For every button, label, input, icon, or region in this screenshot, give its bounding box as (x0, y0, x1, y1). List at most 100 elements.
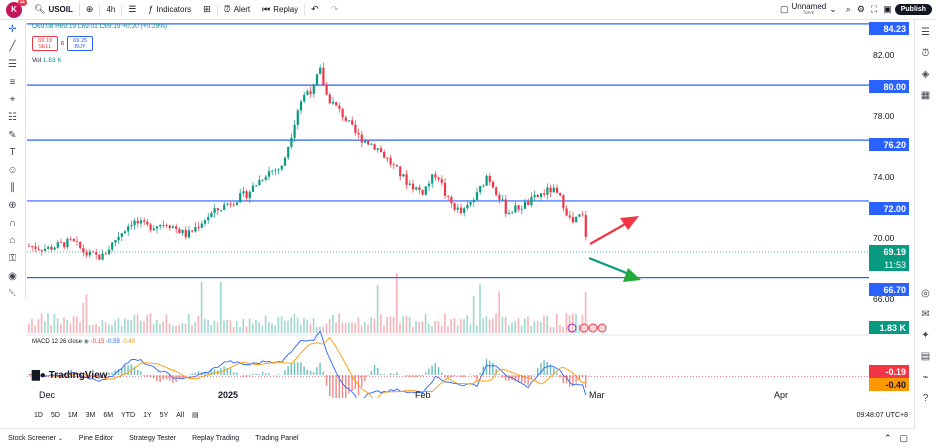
macd-histogram-bar (505, 375, 507, 381)
macd-histogram-bar (178, 375, 180, 380)
macd-histogram-bar (287, 366, 289, 375)
range-ytd[interactable]: YTD (121, 412, 136, 419)
target-icon[interactable]: ◎ (921, 288, 930, 299)
emoji-icon[interactable]: ☺ (7, 164, 18, 176)
time-axis[interactable]: Dec 2025 Feb Mar Apr (27, 388, 869, 402)
candle-body (402, 174, 405, 177)
undo-button[interactable]: ↶ (305, 0, 325, 20)
candle-body (267, 171, 271, 177)
snapshot-button[interactable]: ▣ (880, 0, 895, 20)
interval-button[interactable]: 4h (100, 0, 121, 20)
replay-button[interactable]: ⏮︎ Replay (256, 0, 304, 20)
symbol-search[interactable]: 🔍︎ USOIL (28, 0, 79, 20)
signal-icon[interactable]: ⌁ (922, 372, 929, 383)
templates-button[interactable]: ⊞ (197, 0, 217, 20)
range-1m[interactable]: 1M (67, 412, 78, 419)
data-window-icon[interactable]: ▦ (920, 90, 931, 101)
redo-button[interactable]: ↷ (325, 0, 345, 20)
volume-bar (364, 321, 366, 333)
range-1y[interactable]: 1Y (143, 412, 152, 419)
tab-strategy-tester[interactable]: Strategy Tester (121, 435, 184, 442)
range-1d[interactable]: 1D (34, 412, 43, 419)
eye-icon[interactable]: ◉ (83, 339, 89, 345)
volume-bar (376, 285, 379, 333)
volume-bar (354, 322, 356, 333)
watchlist-icon[interactable]: ☰ (921, 27, 930, 38)
horizontal-lines-icon[interactable]: ☰ (8, 59, 17, 71)
chart-type-button[interactable]: ☰ (122, 0, 142, 20)
macd-histogram-bar (383, 373, 385, 375)
brush-icon[interactable]: ✎ (8, 129, 17, 141)
range-6m[interactable]: 6M (103, 412, 114, 419)
calendar-goto-icon[interactable]: ▤ (192, 412, 199, 419)
timezone-label[interactable]: 09:48:07 UTC+8 (856, 412, 908, 419)
lock-drawings-icon[interactable]: ⌂ (9, 235, 16, 247)
down-arrow-annotation[interactable] (588, 256, 641, 282)
level-tag: 84.23 (869, 22, 909, 35)
eye-icon[interactable]: ◉ (8, 270, 17, 282)
range-selector: 1D 5D 1M 3M 6M YTD 1Y 5Y All ▤ (34, 412, 199, 419)
event-marker[interactable] (588, 323, 598, 333)
up-arrow-annotation[interactable] (589, 216, 639, 245)
pattern-icon[interactable]: ⌖ (9, 94, 16, 106)
layout-select[interactable]: ▢ Unnamed Save ⌄ (774, 0, 843, 20)
candle-body (443, 182, 447, 196)
tab-pine-editor[interactable]: Pine Editor (71, 435, 121, 442)
text-icon[interactable]: T (9, 147, 16, 159)
range-5y[interactable]: 5Y (159, 412, 169, 419)
macd-legend: MACD 12 26 close ◉ -0.15 -0.59 -0.40 (32, 339, 135, 345)
macd-histogram-bar (197, 371, 200, 375)
candle-body (386, 157, 389, 159)
macd-histogram-bar (521, 375, 523, 383)
ideas-icon[interactable]: ✦ (921, 330, 930, 341)
candle-body (290, 137, 293, 147)
buy-button[interactable]: 69.25 BUY (67, 36, 94, 51)
event-marker[interactable] (579, 323, 589, 333)
candle-body (399, 166, 402, 177)
alert-button[interactable]: ⏰︎ Alert (218, 0, 256, 20)
layers-icon[interactable]: ◈ (921, 69, 930, 80)
settings-button[interactable]: ⚙ (854, 0, 868, 20)
user-avatar[interactable]: K 11 (6, 0, 27, 18)
candle-body (194, 226, 197, 232)
candle-body (82, 248, 85, 253)
trash-icon[interactable]: ␡ (8, 288, 17, 300)
range-5d[interactable]: 5D (50, 412, 60, 419)
calendar-icon[interactable]: ▤ (920, 351, 931, 362)
quick-search-button[interactable]: ⌕ (843, 0, 854, 20)
volume-bar (37, 319, 40, 333)
trendline-icon[interactable]: ╱ (9, 41, 16, 53)
event-marker[interactable] (567, 323, 577, 333)
lock-icon[interactable]: ⚿ (8, 252, 17, 264)
volume-bar (229, 320, 232, 333)
help-icon[interactable]: ? (922, 393, 929, 404)
tab-trading-panel[interactable]: Trading Panel (247, 435, 306, 442)
magnet-icon[interactable]: ∩ (8, 217, 17, 229)
collapse-icon[interactable]: ⌃ (883, 433, 892, 443)
event-markers[interactable] (567, 323, 607, 333)
measure-icon[interactable]: ∥ (10, 182, 15, 194)
tab-stock-screener[interactable]: Stock Screener ⌄ (0, 435, 71, 442)
candle-body (523, 201, 527, 209)
fib-icon[interactable]: ≡ (9, 76, 16, 88)
publish-button[interactable]: Publish (894, 4, 932, 15)
macd-histogram-bar (34, 375, 36, 377)
zoom-icon[interactable]: ⊕ (8, 200, 17, 212)
chat-icon[interactable]: ✉ (921, 309, 930, 320)
price-chart[interactable] (27, 20, 869, 398)
indicators-button[interactable]: ƒ Indicators (142, 0, 197, 20)
price-axis[interactable]: 84.23 82.00 80.00 78.00 76.20 74.00 72.0… (869, 20, 914, 398)
fullscreen-button[interactable]: ⛶ (868, 0, 880, 20)
range-3m[interactable]: 3M (85, 412, 96, 419)
compare-button[interactable]: ⊕ (80, 0, 100, 20)
tab-replay-trading[interactable]: Replay Trading (184, 435, 247, 442)
maximize-icon[interactable]: ▢ (899, 433, 908, 443)
sell-button[interactable]: 69.19 SELL (32, 36, 58, 51)
event-marker[interactable] (597, 323, 607, 333)
alerts-icon[interactable]: ⏰︎ (921, 48, 930, 59)
crosshair-icon[interactable]: ✛ (8, 23, 17, 35)
candle-body (507, 212, 511, 214)
ruler-lines-icon[interactable]: ☷ (8, 111, 17, 123)
candle-body (207, 217, 210, 221)
range-all[interactable]: All (176, 412, 185, 419)
